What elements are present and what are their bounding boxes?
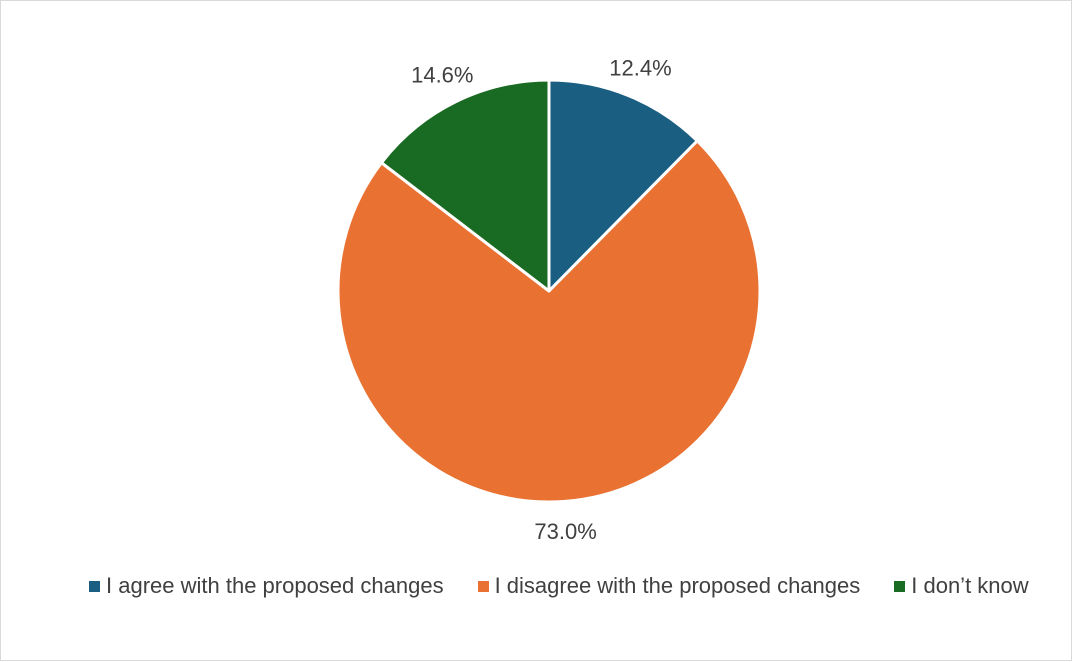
legend-swatch <box>477 580 489 592</box>
legend-item-i-don-t-know: I don’t know <box>894 573 1029 599</box>
legend-label: I disagree with the proposed changes <box>494 573 861 598</box>
legend: I agree with the proposed changes I disag… <box>89 573 1049 599</box>
pie-slice-i-agree-with-the-proposed-changes <box>547 78 699 293</box>
data-label-i-don-t-know: 14.6% <box>411 62 473 87</box>
legend-item-i-disagree-with-the-proposed-changes: I disagree with the proposed changes <box>477 573 861 599</box>
legend-label: I agree with the proposed changes <box>106 573 444 598</box>
data-label-i-disagree-with-the-proposed-changes: 73.0% <box>534 519 596 544</box>
pie-slices <box>336 78 762 504</box>
legend-label: I don’t know <box>911 573 1029 598</box>
data-label-i-agree-with-the-proposed-changes: 12.4% <box>609 56 671 81</box>
legend-item-i-agree-with-the-proposed-changes: I agree with the proposed changes <box>89 573 444 599</box>
legend-swatch <box>89 580 100 592</box>
legend-swatch <box>894 580 906 592</box>
pie-slice-i-don-t-know <box>379 78 551 293</box>
pie-data-labels: 12.4% 73.0% 14.6% <box>411 56 672 544</box>
pie-slice-i-disagree-with-the-proposed-changes <box>336 139 762 504</box>
